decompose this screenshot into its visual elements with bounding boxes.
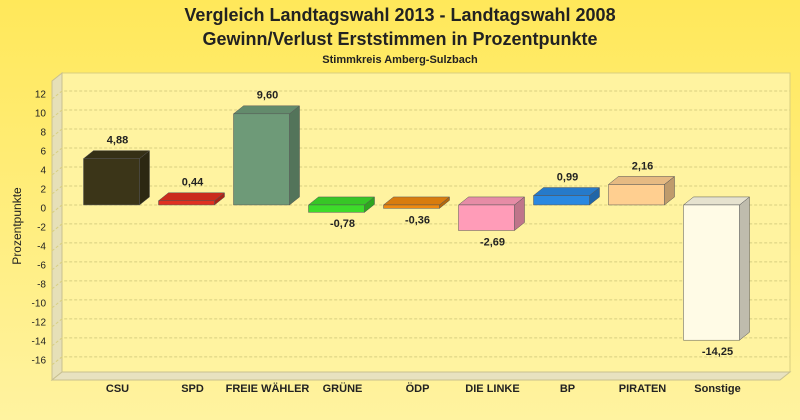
value-label: -0,78	[330, 218, 355, 230]
y-tick-label: 8	[40, 128, 46, 139]
chart-subtitle: Gewinn/Verlust Erststimmen in Prozentpun…	[202, 29, 597, 49]
bar-top	[682, 196, 751, 206]
x-tick-label: BP	[560, 383, 575, 395]
bar	[308, 204, 365, 213]
value-label: 2,16	[632, 160, 653, 172]
x-tick-label: CSU	[106, 383, 129, 395]
bar-side	[739, 196, 750, 341]
bar	[158, 200, 215, 206]
grid-line	[51, 128, 790, 138]
chart-title: Vergleich Landtagswahl 2013 - Landtagswa…	[184, 5, 615, 25]
grid-line	[51, 204, 790, 214]
bar-side	[289, 105, 300, 206]
bar-top	[382, 196, 451, 206]
x-tick-label: ÖDP	[406, 382, 430, 395]
bar-top	[307, 196, 376, 206]
x-tick-label: FREIE WÄHLER	[226, 382, 310, 395]
bar-top	[82, 150, 151, 159]
bar-top	[532, 187, 601, 196]
y-tick-label: 4	[40, 166, 46, 177]
y-tick-label: -6	[37, 261, 46, 272]
bar-top	[607, 176, 676, 185]
grid-line	[51, 356, 790, 366]
y-tick-label: -16	[32, 355, 47, 366]
value-label: 4,88	[107, 135, 128, 147]
bar	[458, 204, 515, 231]
x-tick-label: GRÜNE	[323, 382, 363, 395]
x-tick-label: DIE LINKE	[465, 383, 519, 395]
grid-line	[51, 337, 790, 347]
bar	[608, 184, 665, 206]
grid-line	[51, 185, 790, 195]
x-tick-label: PIRATEN	[619, 383, 667, 395]
value-label: -2,69	[480, 236, 505, 248]
x-tick-label: SPD	[181, 383, 204, 395]
grid-line	[51, 242, 790, 252]
plot-floor	[50, 371, 792, 381]
plot-back	[61, 72, 791, 373]
bar-top	[157, 192, 226, 202]
y-tick-label: -8	[37, 280, 46, 291]
grid-line	[51, 90, 790, 100]
bar	[83, 158, 140, 206]
y-tick-label: -4	[37, 242, 46, 253]
grid-line	[51, 223, 790, 233]
value-label: -14,25	[702, 346, 733, 358]
y-tick-label: -2	[37, 223, 46, 234]
bar-side	[139, 150, 150, 206]
bar	[533, 195, 590, 206]
value-label: -0,36	[405, 214, 430, 226]
bar-top	[232, 105, 301, 115]
y-tick-label: -10	[32, 299, 47, 310]
grid-line	[51, 147, 790, 157]
bar-top	[457, 196, 526, 206]
y-axis-label: Prozentpunkte	[10, 187, 24, 265]
value-label: 0,99	[557, 171, 578, 183]
value-label: 0,44	[182, 177, 204, 189]
y-tick-label: -14	[32, 336, 47, 347]
x-tick-label: Sonstige	[694, 383, 740, 395]
chart-caption: Stimmkreis Amberg-Sulzbach	[322, 54, 478, 66]
plot-wall	[51, 71, 63, 382]
grid-line	[51, 261, 790, 271]
y-tick-label: -12	[32, 317, 47, 328]
bar	[233, 113, 290, 206]
grid-line	[51, 299, 790, 309]
y-tick-label: 6	[40, 147, 46, 158]
grid-line	[51, 109, 790, 119]
bar	[383, 204, 440, 209]
y-tick-label: 10	[35, 109, 47, 120]
y-tick-label: 2	[40, 185, 46, 196]
grid-line	[51, 166, 790, 176]
bar	[683, 204, 740, 341]
grid-line	[51, 280, 790, 290]
value-label: 9,60	[257, 90, 278, 102]
y-tick-label: 12	[35, 90, 47, 101]
y-tick-label: 0	[40, 204, 46, 215]
grid-line	[51, 318, 790, 328]
